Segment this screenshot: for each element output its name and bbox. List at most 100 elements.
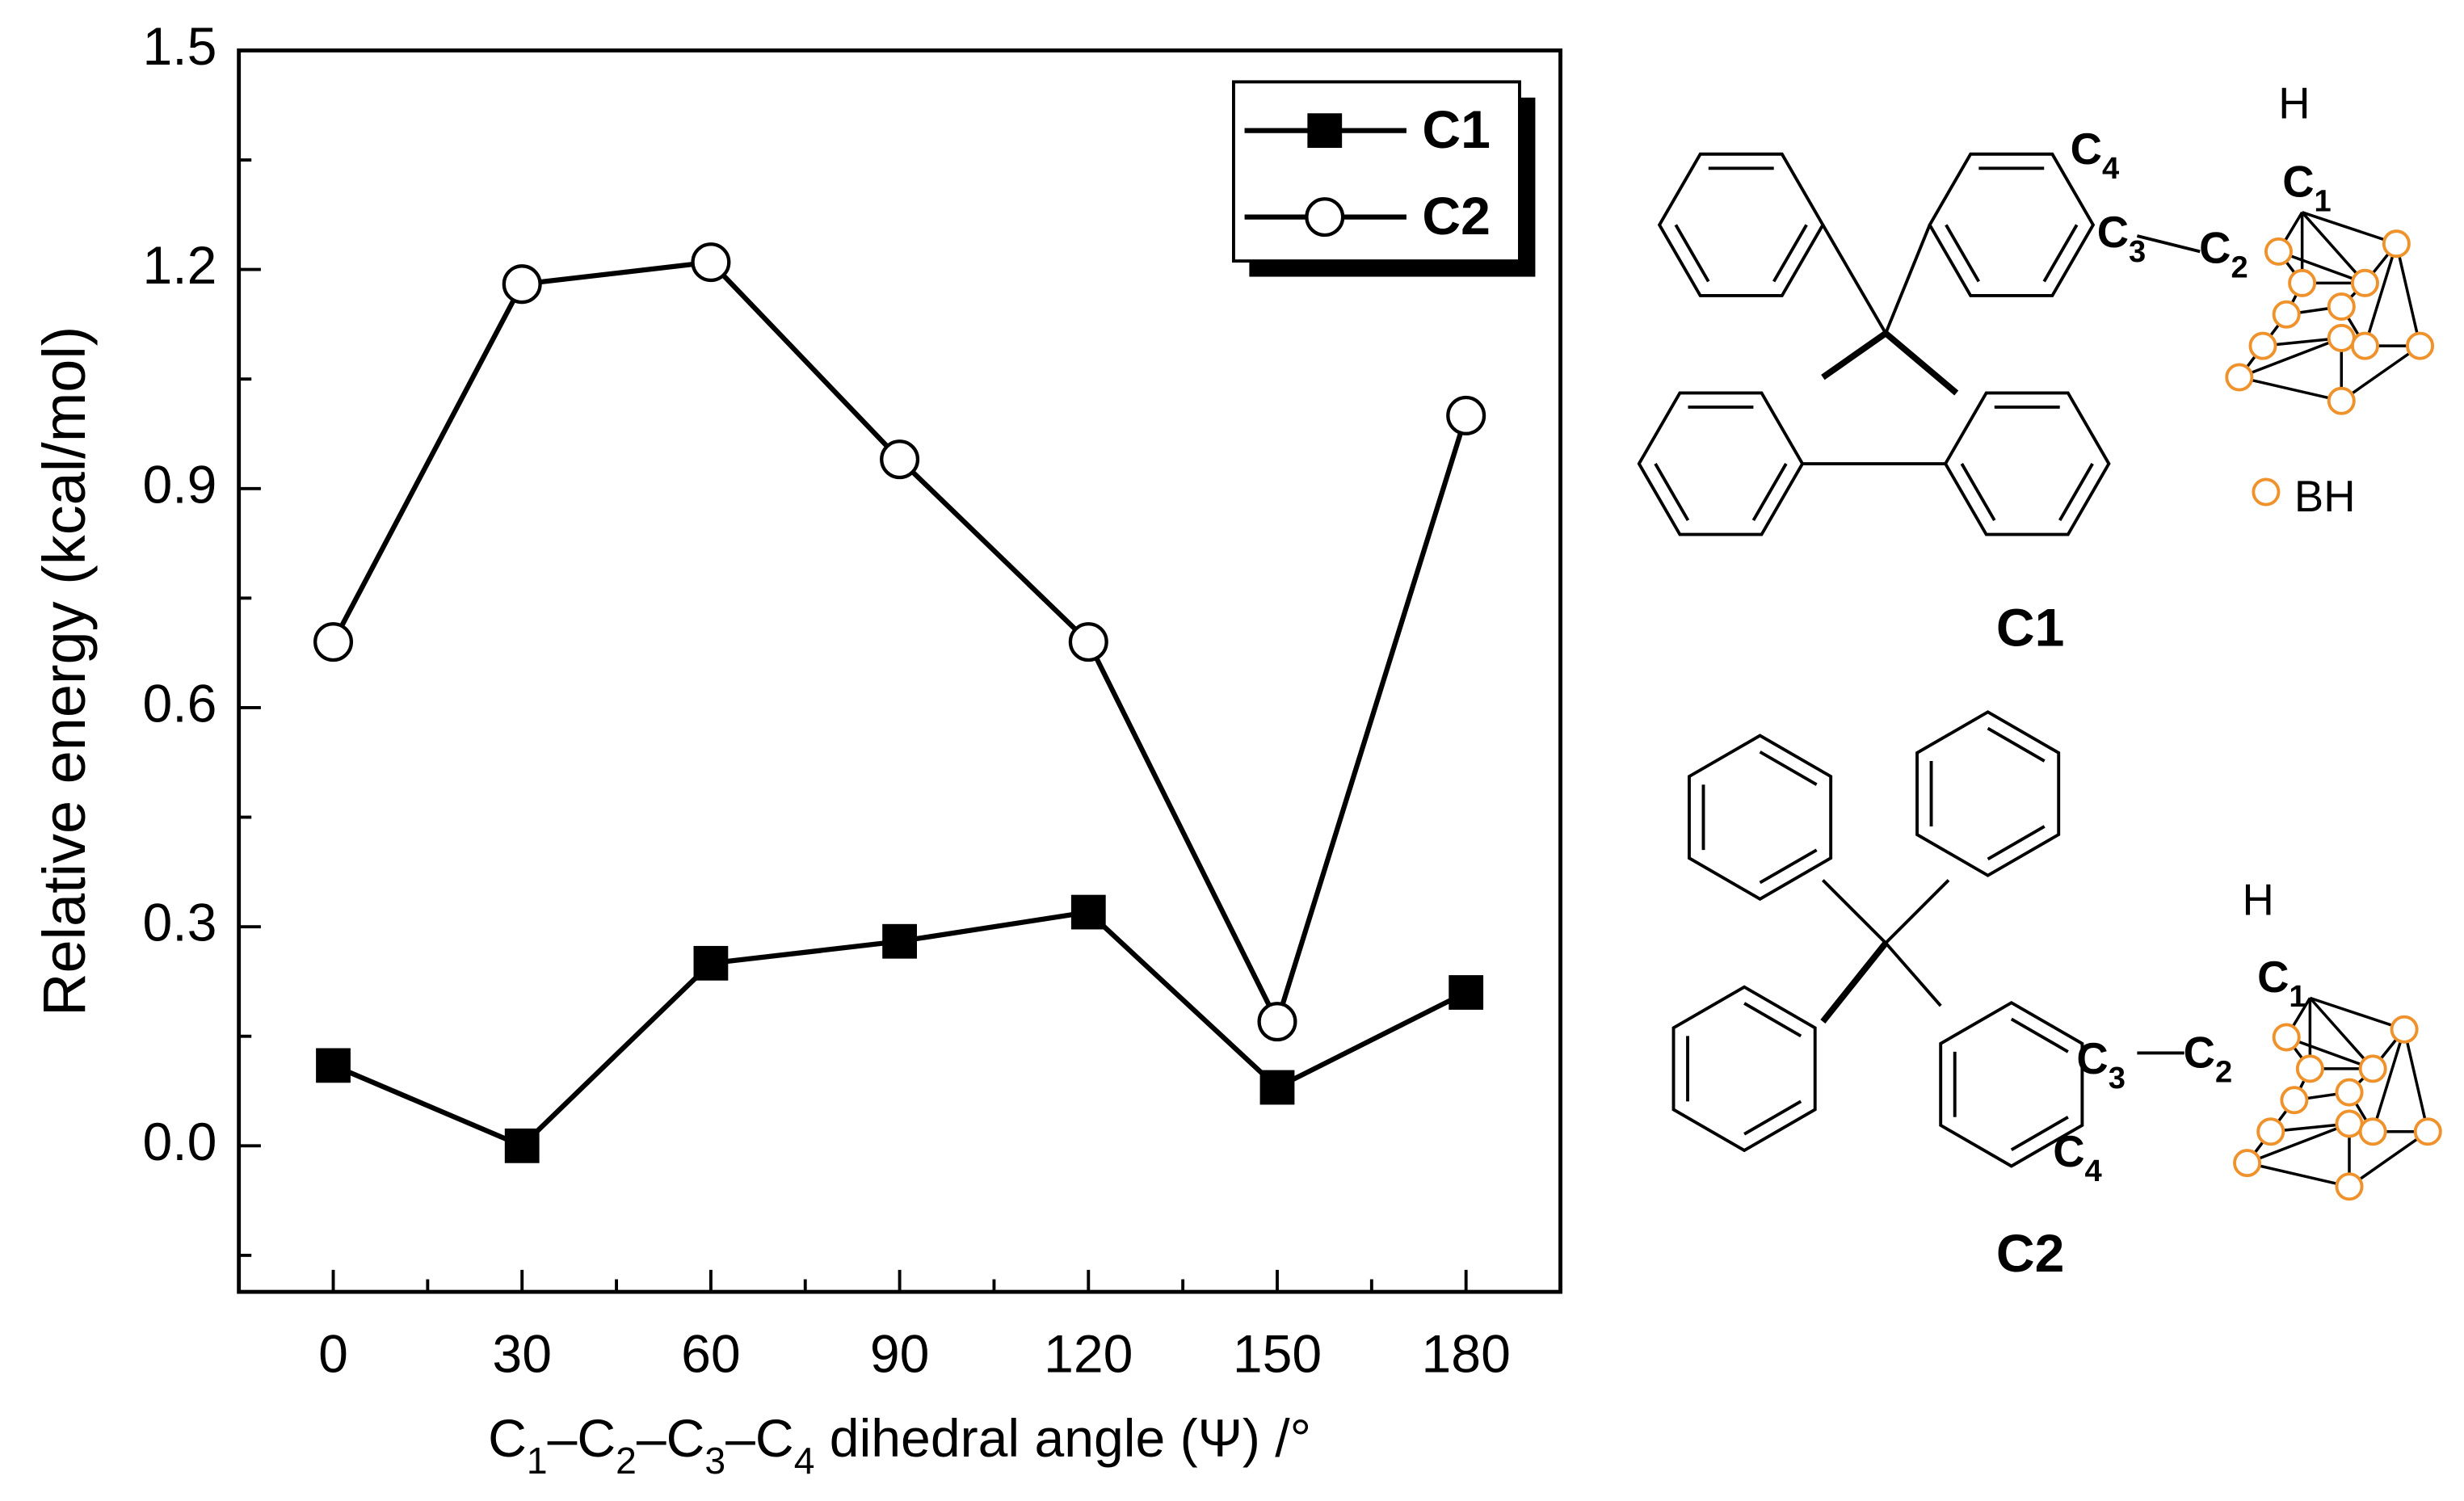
structure-name: C1 bbox=[1996, 599, 2065, 658]
legend-label: C1 bbox=[1422, 100, 1491, 160]
x-tick-label: 120 bbox=[1044, 1324, 1133, 1384]
double-bond bbox=[2010, 1017, 2069, 1053]
bh-vertex bbox=[2335, 1109, 2364, 1138]
bh-vertex bbox=[2288, 268, 2317, 297]
bh-vertex bbox=[2358, 1054, 2387, 1083]
double-bond bbox=[1751, 463, 1788, 522]
bh-vertex bbox=[2264, 237, 2293, 266]
series bbox=[316, 894, 1484, 1163]
double-bond bbox=[1743, 1099, 1802, 1136]
bh-vertex bbox=[2280, 1086, 2309, 1115]
marker bbox=[880, 439, 920, 480]
double-bond bbox=[2042, 224, 2079, 283]
ring bbox=[1671, 985, 1817, 1153]
marker bbox=[691, 242, 731, 283]
marker bbox=[882, 923, 917, 959]
y-tick-label: 0.6 bbox=[142, 674, 217, 734]
marker bbox=[313, 622, 354, 662]
marker bbox=[1257, 1002, 1297, 1042]
ring bbox=[1688, 734, 1833, 902]
bh-vertex bbox=[2382, 229, 2411, 259]
marker bbox=[1259, 1070, 1295, 1105]
y-axis-title: Relative energy (kcal/mol) bbox=[31, 326, 98, 1016]
x-tick-label: 90 bbox=[870, 1324, 930, 1384]
marker bbox=[693, 945, 729, 981]
ring bbox=[1637, 391, 1805, 536]
x-tick-label: 0 bbox=[318, 1324, 348, 1384]
marker bbox=[1446, 395, 1486, 435]
ring bbox=[1943, 391, 2111, 536]
ring bbox=[1915, 710, 2061, 877]
bh-vertex bbox=[2225, 363, 2254, 392]
marker bbox=[1449, 975, 1484, 1010]
x-tick-label: 150 bbox=[1233, 1324, 1322, 1384]
atom-label: C1 bbox=[2257, 952, 2306, 1013]
double-bond bbox=[2058, 463, 2094, 522]
y-tick-label: 0.0 bbox=[142, 1112, 217, 1172]
bh-vertex bbox=[2413, 1117, 2442, 1146]
marker bbox=[1305, 197, 1345, 238]
bond bbox=[2136, 234, 2201, 254]
bond bbox=[2348, 1130, 2429, 1188]
bh-vertex bbox=[2358, 1117, 2387, 1146]
double-bond bbox=[1987, 825, 2046, 861]
atom-label: C2 bbox=[2184, 1028, 2233, 1089]
marker bbox=[1307, 113, 1343, 149]
ring bbox=[1928, 152, 2096, 297]
bh-vertex bbox=[2335, 1078, 2364, 1107]
bond bbox=[2277, 250, 2366, 284]
structure-c1 bbox=[1637, 152, 2435, 536]
bh-vertex bbox=[2295, 1054, 2324, 1083]
bh-vertex bbox=[2233, 1149, 2262, 1178]
bond bbox=[2309, 996, 2405, 1031]
bond bbox=[2363, 243, 2399, 347]
bh-vertex bbox=[2256, 1117, 2285, 1146]
bond bbox=[2247, 1161, 2350, 1188]
bond bbox=[2239, 376, 2342, 402]
double-bond bbox=[1654, 463, 1690, 522]
bh-vertex bbox=[2350, 331, 2379, 360]
bond bbox=[2239, 336, 2342, 379]
y-tick-label: 0.9 bbox=[142, 455, 217, 515]
bond bbox=[2301, 211, 2366, 284]
atom-label: H bbox=[2243, 876, 2274, 925]
bh-legend-label: BH bbox=[2294, 472, 2356, 521]
x-axis-title: C1–C2–C3–C4 dihedral angle (Ψ) /° bbox=[488, 1409, 1311, 1482]
atom-label: C2 bbox=[2199, 224, 2248, 284]
ring bbox=[1657, 152, 1825, 297]
bh-vertex bbox=[2350, 268, 2379, 297]
y-tick-label: 1.5 bbox=[142, 17, 217, 77]
bond bbox=[2371, 1028, 2406, 1133]
double-bond bbox=[1759, 848, 1818, 885]
bond bbox=[1884, 879, 1950, 944]
x-tick-label: 180 bbox=[1422, 1324, 1511, 1384]
bond bbox=[1821, 224, 1887, 334]
bond bbox=[1884, 224, 1932, 334]
bond bbox=[2340, 344, 2421, 402]
marker bbox=[316, 1048, 351, 1083]
double-bond bbox=[1674, 224, 1710, 283]
bond bbox=[1884, 942, 1942, 1007]
bond bbox=[1883, 330, 1959, 396]
marker bbox=[1068, 622, 1108, 662]
atom-label: C1 bbox=[2282, 158, 2332, 218]
bond bbox=[2309, 997, 2374, 1070]
bond bbox=[2395, 243, 2422, 347]
bh-vertex bbox=[2327, 292, 2356, 322]
bh-vertex bbox=[2272, 300, 2301, 329]
bond bbox=[1822, 879, 1887, 944]
double-bond bbox=[1759, 750, 1818, 786]
marker bbox=[1070, 894, 1106, 930]
bh-vertex bbox=[2406, 331, 2435, 360]
bond bbox=[2302, 211, 2397, 246]
bond bbox=[2285, 1036, 2374, 1070]
bh-vertex bbox=[2390, 1015, 2419, 1044]
x-tick-label: 60 bbox=[681, 1324, 741, 1384]
double-bond bbox=[2010, 1116, 2069, 1151]
double-bond bbox=[1945, 224, 1981, 283]
bh-vertex bbox=[2248, 331, 2277, 360]
bh-vertex bbox=[2327, 323, 2356, 352]
